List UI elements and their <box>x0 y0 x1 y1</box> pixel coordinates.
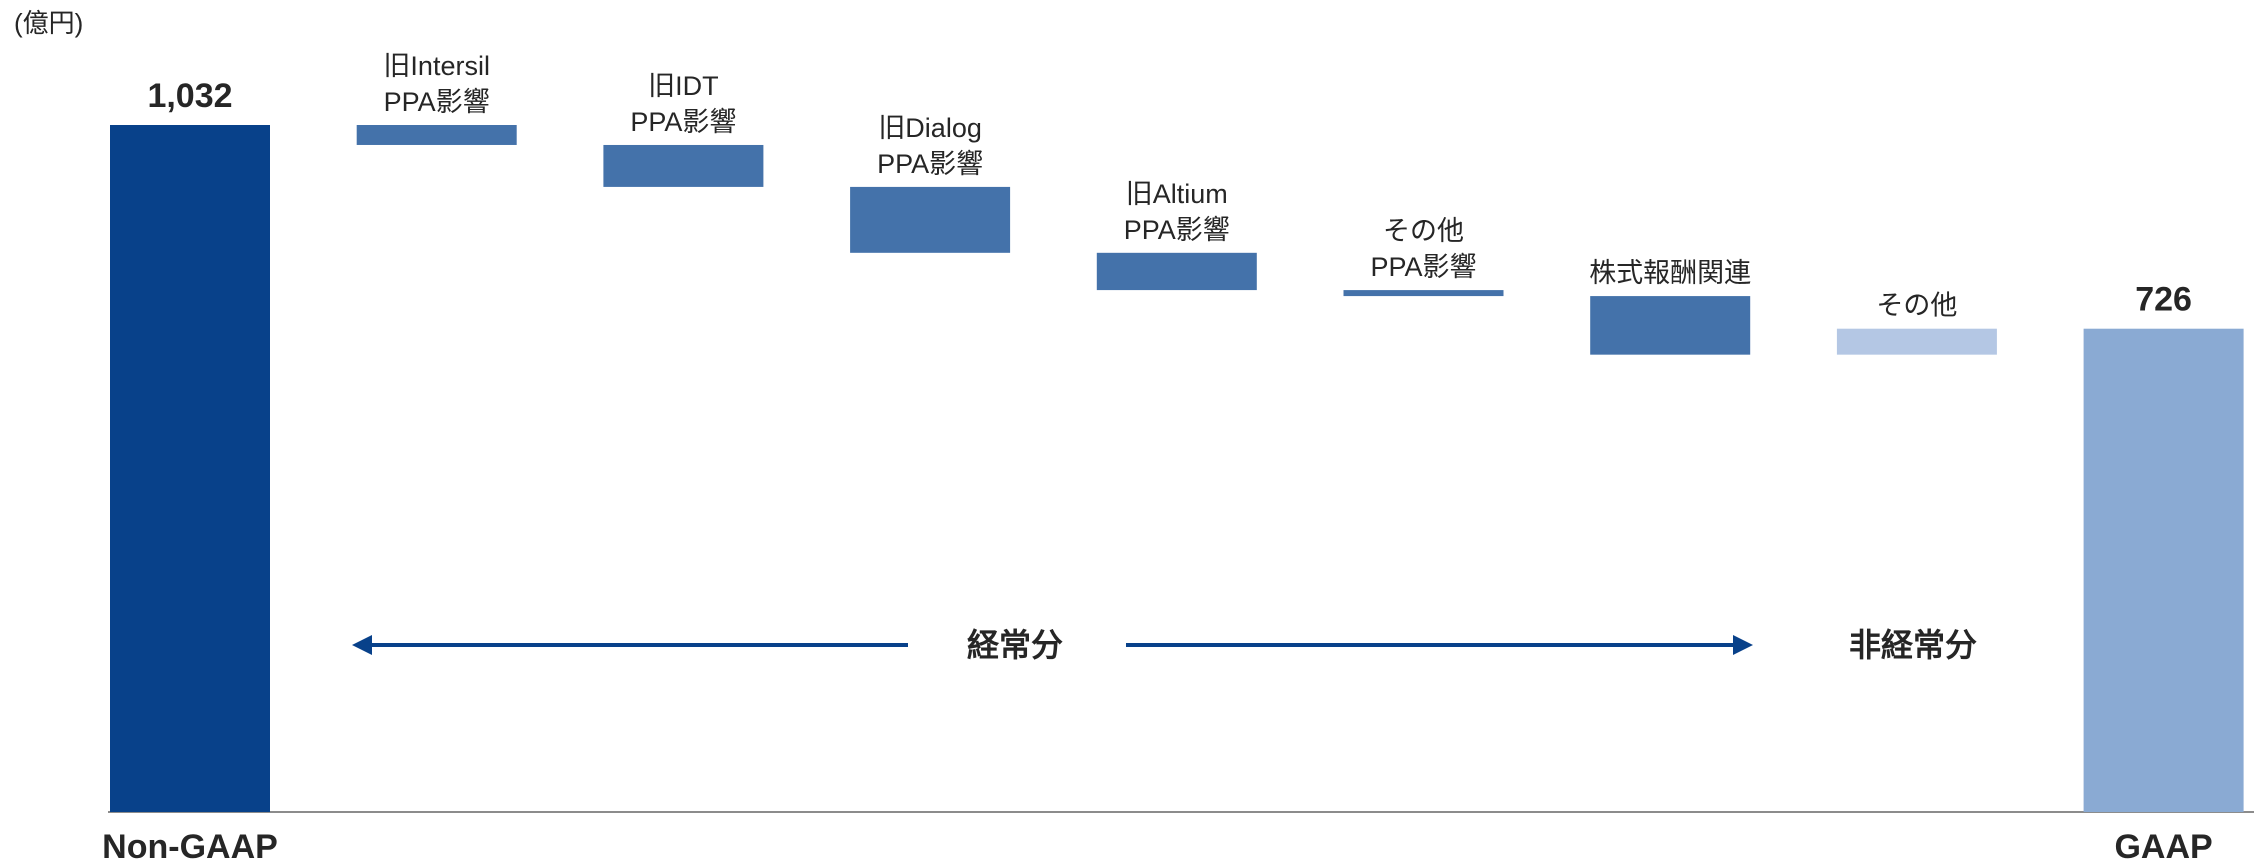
bar <box>110 125 270 812</box>
category-label: 旧IDT <box>648 71 719 101</box>
category-label: GAAP <box>2114 828 2212 865</box>
category-label: PPA影響 <box>1370 252 1476 282</box>
unit-label: (億円) <box>14 8 83 38</box>
category-label: PPA影響 <box>384 87 490 117</box>
category-label: 株式報酬関連 <box>1589 258 1751 288</box>
category-label: 旧Dialog <box>878 113 982 143</box>
category-label: その他 <box>1383 216 1464 246</box>
value-label: 726 <box>2135 281 2192 319</box>
bar <box>1590 296 1751 355</box>
category-label: Non-GAAP <box>102 828 278 865</box>
category-label: PPA影響 <box>877 149 983 179</box>
category-label: 旧Altium <box>1126 179 1228 209</box>
bar <box>2083 328 2244 812</box>
bar <box>1096 252 1257 291</box>
category-label: その他 <box>1876 291 1957 321</box>
category-label: PPA影響 <box>630 107 736 137</box>
bar <box>603 144 764 187</box>
category-label: PPA影響 <box>1124 215 1230 245</box>
annotation: 経常分 <box>967 627 1063 663</box>
annotation: 非経常分 <box>1849 627 1977 663</box>
value-label: 1,032 <box>147 77 232 115</box>
category-label: 旧Intersil <box>383 51 490 81</box>
bar <box>1836 328 1997 355</box>
bar <box>850 186 1011 253</box>
bar <box>356 125 517 145</box>
bar <box>1343 290 1504 297</box>
